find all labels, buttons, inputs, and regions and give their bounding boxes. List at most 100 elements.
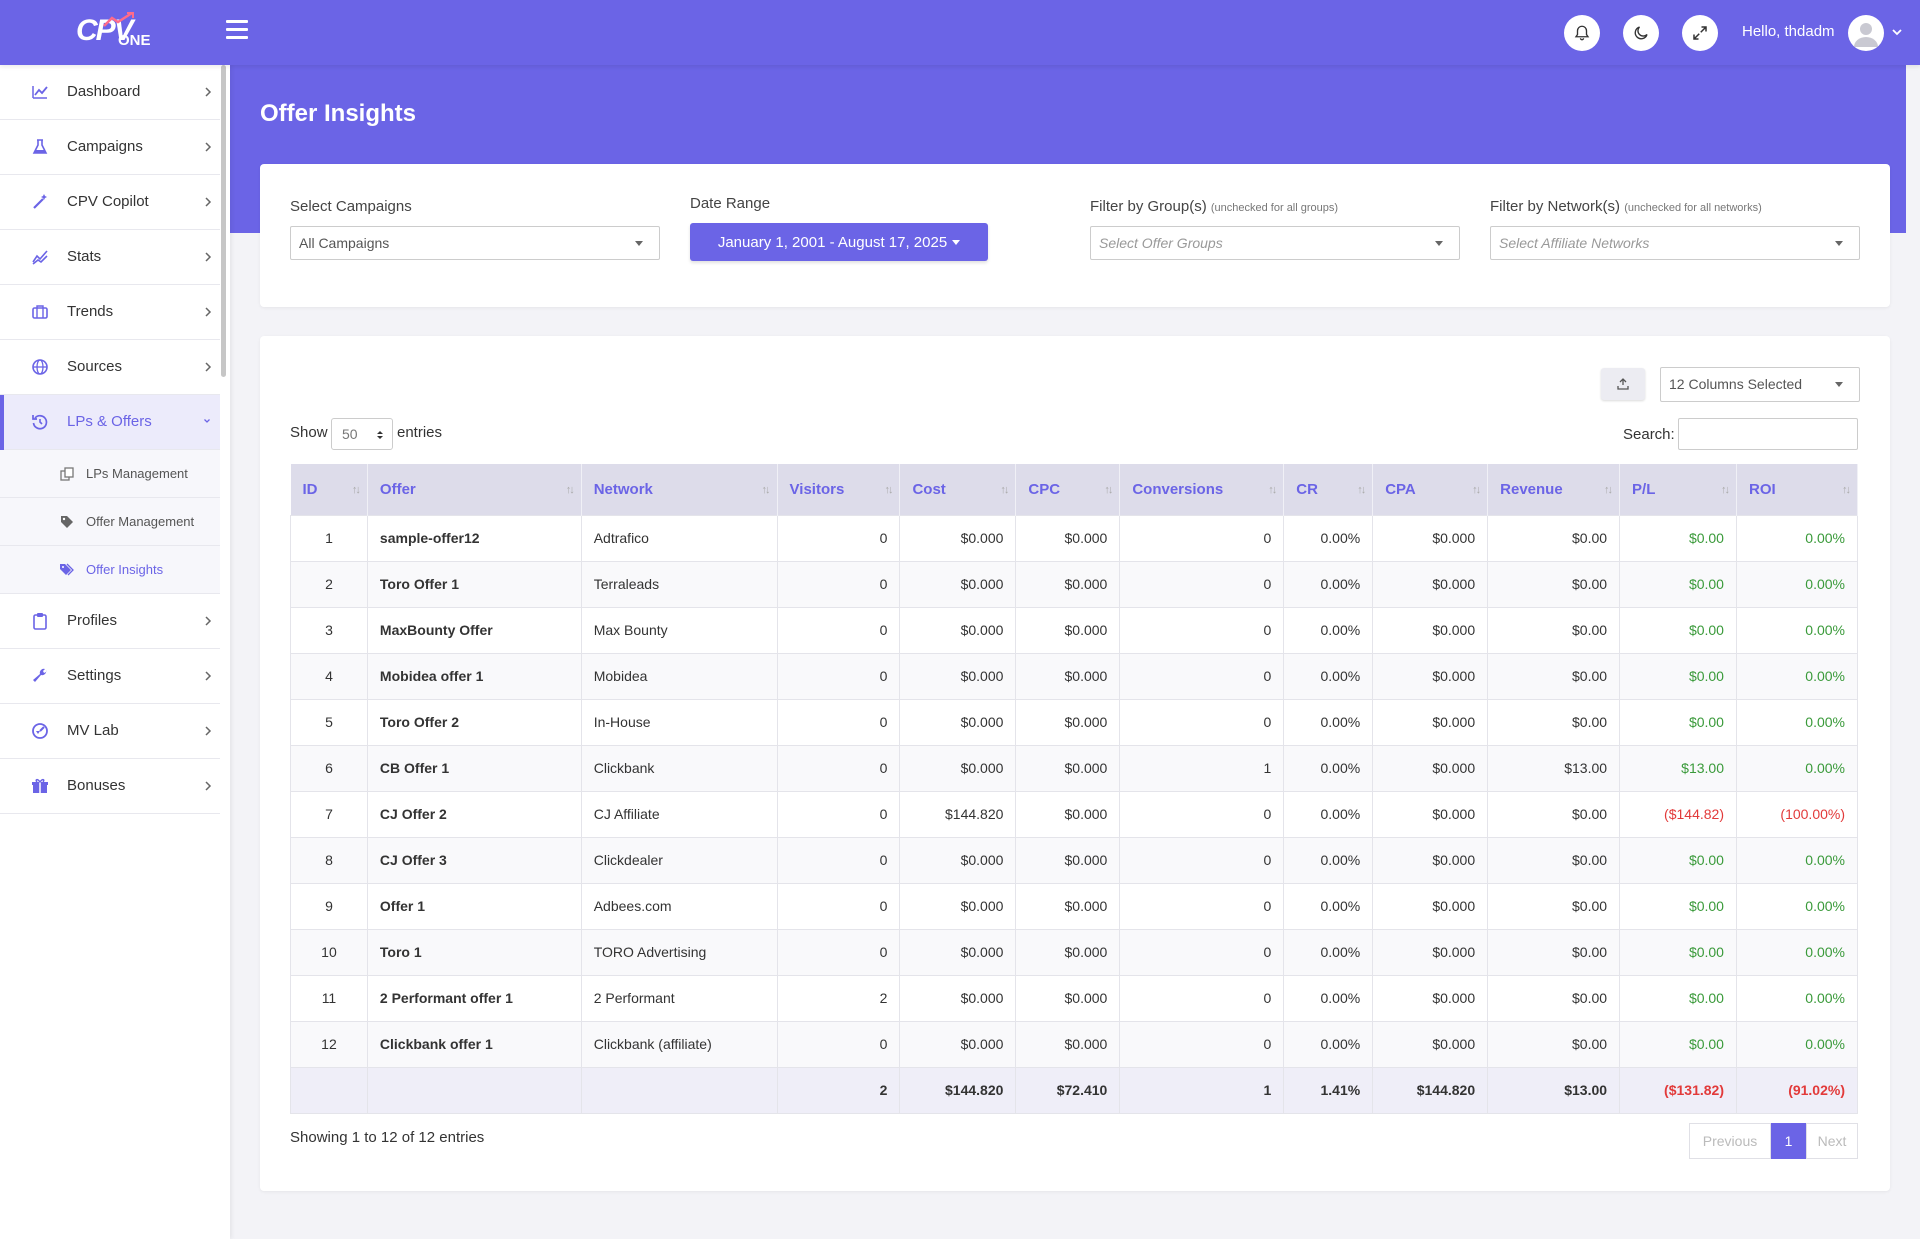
row-network: Clickbank (affiliate)	[580, 1020, 778, 1068]
row-offer[interactable]: CB Offer 1	[366, 744, 582, 792]
table-row[interactable]: 3 MaxBounty Offer Max Bounty 0 $0.000 $0.000 0…	[290, 606, 1859, 654]
next-page-button[interactable]: Next	[1806, 1123, 1858, 1159]
row-offer[interactable]: Toro Offer 2	[366, 698, 582, 746]
row-offer[interactable]: 2 Performant offer 1	[366, 974, 582, 1022]
table-row[interactable]: 5 Toro Offer 2 In-House 0 $0.000 $0.000 0 0.00%…	[290, 698, 1859, 746]
row-offer[interactable]: Toro 1	[366, 928, 582, 976]
row-cr: 0.00%	[1283, 836, 1374, 884]
chevron-down-icon	[204, 419, 210, 423]
table-row[interactable]: 6 CB Offer 1 Clickbank 0 $0.000 $0.000 1 0.00% $…	[290, 744, 1859, 792]
date-range-button[interactable]: January 1, 2001 - August 17, 2025	[690, 223, 988, 261]
row-cpa: $0.000	[1372, 652, 1489, 700]
row-offer[interactable]: CJ Offer 3	[366, 836, 582, 884]
sidebar-item-bonuses[interactable]: Bonuses	[0, 759, 220, 814]
table-row[interactable]: 9 Offer 1 Adbees.com 0 $0.000 $0.000 0 0.00% $0.…	[290, 882, 1859, 930]
table-row[interactable]: 7 CJ Offer 2 CJ Affiliate 0 $144.820 $0.000 0 0…	[290, 790, 1859, 838]
page-title: Offer Insights	[260, 100, 417, 127]
sidebar-item-trends[interactable]: Trends	[0, 285, 220, 340]
column-header[interactable]: Conversions ↑↓	[1119, 464, 1285, 515]
row-offer[interactable]: Clickbank offer 1	[366, 1020, 582, 1068]
column-header[interactable]: CPC ↑↓	[1015, 464, 1121, 515]
row-network: In-House	[580, 698, 778, 746]
row-offer[interactable]: CJ Offer 2	[366, 790, 582, 838]
row-cr: 0.00%	[1283, 606, 1374, 654]
previous-page-button[interactable]: Previous	[1689, 1123, 1771, 1159]
app-logo[interactable]: CPV ONE	[76, 12, 166, 52]
sidebar-item-cpv-copilot[interactable]: CPV Copilot	[0, 175, 220, 230]
row-revenue: $0.00	[1487, 606, 1621, 654]
sidebar-item-profiles[interactable]: Profiles	[0, 594, 220, 649]
sidebar-subitem-offer-management[interactable]: Offer Management	[0, 498, 220, 546]
column-header[interactable]: Revenue ↑↓	[1487, 464, 1621, 515]
row-offer[interactable]: Toro Offer 1	[366, 560, 582, 608]
sidebar-item-label: Sources	[67, 358, 123, 375]
table-row[interactable]: 2 Toro Offer 1 Terraleads 0 $0.000 $0.000 0 0.0…	[290, 560, 1859, 608]
total-roi: (91.02%)	[1735, 1066, 1859, 1114]
column-header[interactable]: Network ↑↓	[581, 464, 778, 515]
sidebar-item-mv-lab[interactable]: MV Lab	[0, 704, 220, 759]
dark-mode-button[interactable]	[1623, 15, 1659, 51]
sidebar-item-label: Campaigns	[67, 138, 143, 155]
sidebar-item-campaigns[interactable]: Campaigns	[0, 120, 220, 175]
sidebar-subitem-lps-management[interactable]: LPs Management	[0, 450, 220, 498]
row-roi: 0.00%	[1735, 606, 1859, 654]
table-row[interactable]: 8 CJ Offer 3 Clickdealer 0 $0.000 $0.000 0 0.00…	[290, 836, 1859, 884]
chevron-right-icon	[205, 781, 212, 791]
sidebar-item-lps-offers[interactable]: LPs & Offers	[0, 395, 220, 450]
fullscreen-button[interactable]	[1682, 15, 1718, 51]
page-1-button[interactable]: 1	[1771, 1123, 1806, 1159]
notifications-button[interactable]	[1564, 15, 1600, 51]
sidebar-item-stats[interactable]: Stats	[0, 230, 220, 285]
sidebar-subitem-offer-insights[interactable]: Offer Insights	[0, 546, 220, 594]
table-row[interactable]: 1 sample-offer12 Adtrafico 0 $0.000 $0.000 0 0.…	[290, 514, 1859, 562]
column-header[interactable]: Cost ↑↓	[899, 464, 1017, 515]
total-visitors: 2	[776, 1066, 901, 1114]
offer-groups-select[interactable]: Select Offer Groups	[1090, 226, 1460, 260]
table-row[interactable]: 10 Toro 1 TORO Advertising 0 $0.000 $0.000 0 0.…	[290, 928, 1859, 976]
column-header[interactable]: Offer ↑↓	[367, 464, 582, 515]
row-revenue: $0.00	[1487, 974, 1621, 1022]
column-header[interactable]: ID ↑↓	[290, 464, 368, 515]
sidebar-item-label: Dashboard	[67, 83, 141, 100]
row-offer[interactable]: Offer 1	[366, 882, 582, 930]
entries-select[interactable]: 50	[331, 418, 393, 450]
sidebar-subitem-label: Offer Insights	[86, 562, 164, 577]
column-header[interactable]: Visitors ↑↓	[777, 464, 901, 515]
row-offer[interactable]: sample-offer12	[366, 514, 582, 562]
row-conversions: 1	[1119, 744, 1285, 792]
row-id: 8	[290, 836, 368, 884]
row-cpa: $0.000	[1372, 744, 1489, 792]
row-offer[interactable]: MaxBounty Offer	[366, 606, 582, 654]
row-id: 6	[290, 744, 368, 792]
sidebar-item-settings[interactable]: Settings	[0, 649, 220, 704]
row-pl: $0.00	[1619, 882, 1737, 930]
columns-select[interactable]: 12 Columns Selected	[1660, 367, 1860, 402]
menu-toggle-icon[interactable]	[226, 20, 248, 40]
avatar[interactable]	[1848, 15, 1884, 51]
column-header[interactable]: CPA ↑↓	[1372, 464, 1489, 515]
table-row[interactable]: 12 Clickbank offer 1 Clickbank (affiliate)…	[290, 1020, 1859, 1068]
sort-icon: ↑↓	[1000, 484, 1009, 496]
user-greeting[interactable]: Hello, thdadm	[1742, 23, 1835, 40]
row-cpa: $0.000	[1372, 882, 1489, 930]
sidebar-item-sources[interactable]: Sources	[0, 340, 220, 395]
table-row[interactable]: 4 Mobidea offer 1 Mobidea 0 $0.000 $0.000 0 0.0…	[290, 652, 1859, 700]
sidebar-item-label: Trends	[67, 303, 114, 320]
export-button[interactable]	[1601, 368, 1645, 400]
sidebar-scrollbar[interactable]	[221, 65, 226, 377]
row-conversions: 0	[1119, 882, 1285, 930]
row-offer[interactable]: Mobidea offer 1	[366, 652, 582, 700]
affiliate-networks-select[interactable]: Select Affiliate Networks	[1490, 226, 1860, 260]
row-cost: $144.820	[899, 790, 1017, 838]
search-input[interactable]	[1678, 418, 1858, 450]
column-header[interactable]: ROI ↑↓	[1736, 464, 1859, 515]
row-id: 10	[290, 928, 368, 976]
chevron-down-icon[interactable]	[1891, 27, 1903, 37]
magic-wand-icon	[33, 194, 47, 209]
column-header[interactable]: CR ↑↓	[1283, 464, 1374, 515]
campaigns-select[interactable]: All Campaigns	[290, 226, 660, 260]
page-scrollbar[interactable]	[1906, 65, 1920, 1239]
sidebar-item-dashboard[interactable]: Dashboard	[0, 65, 220, 120]
column-header[interactable]: P/L ↑↓	[1619, 464, 1737, 515]
